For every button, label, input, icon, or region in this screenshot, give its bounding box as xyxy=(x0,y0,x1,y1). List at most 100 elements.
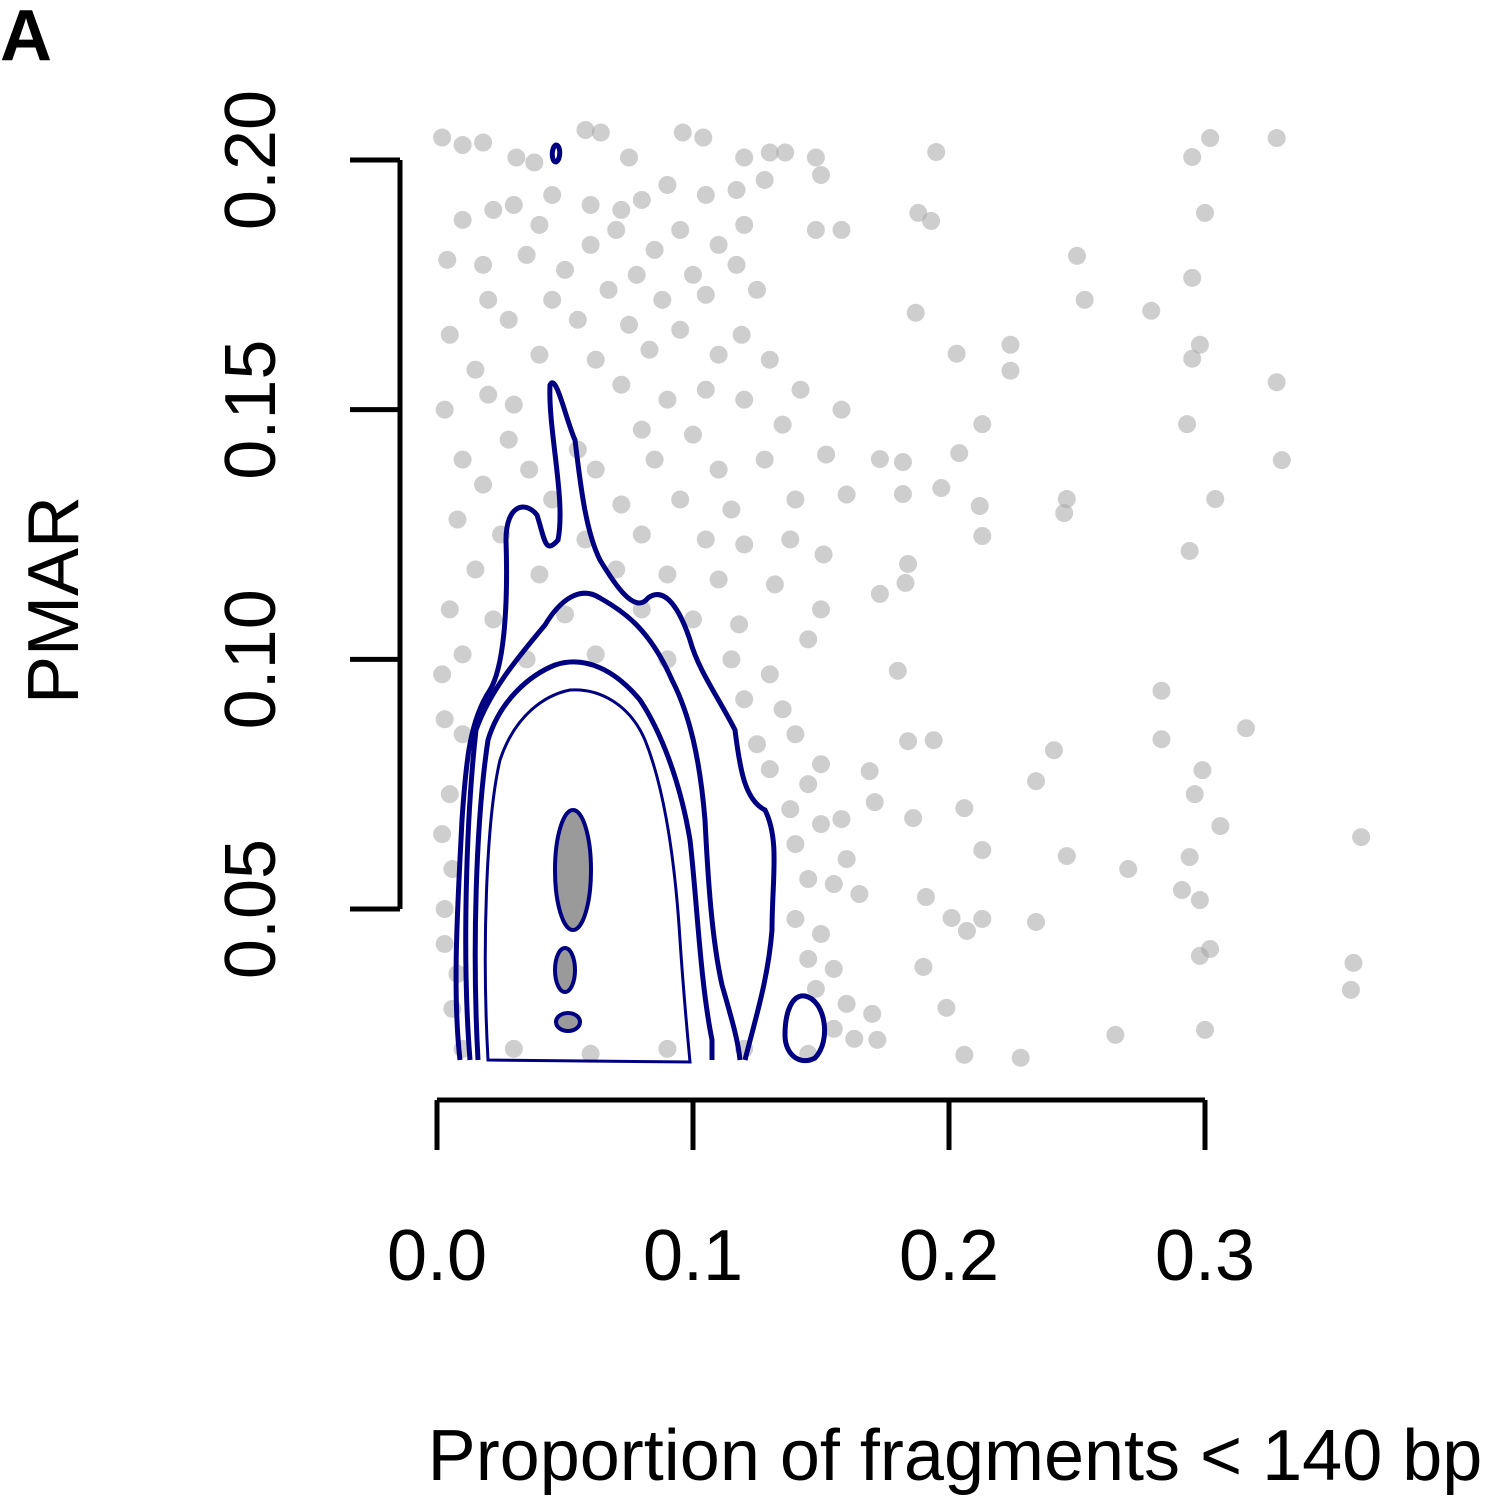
point xyxy=(645,240,664,259)
point xyxy=(435,400,454,419)
point xyxy=(1211,817,1230,836)
point xyxy=(543,185,562,204)
point xyxy=(1352,828,1371,847)
point xyxy=(586,645,605,664)
point xyxy=(684,265,702,284)
y-axis-label: PMAR xyxy=(14,496,94,704)
point xyxy=(727,180,746,199)
point xyxy=(556,605,574,624)
point xyxy=(760,143,779,162)
point xyxy=(870,584,889,603)
point xyxy=(832,810,851,829)
contour-line xyxy=(472,659,715,1061)
point xyxy=(786,909,805,928)
point xyxy=(504,395,523,414)
point xyxy=(735,148,754,167)
point xyxy=(440,600,459,619)
point xyxy=(684,610,702,629)
point xyxy=(1142,301,1161,320)
point xyxy=(530,215,549,234)
point xyxy=(735,690,754,709)
point xyxy=(748,280,766,299)
point xyxy=(543,290,562,309)
point xyxy=(1201,129,1220,148)
point xyxy=(658,175,677,194)
contour-line xyxy=(453,380,777,1061)
point xyxy=(1183,148,1202,167)
point xyxy=(817,445,836,464)
point xyxy=(893,453,912,472)
point xyxy=(453,450,472,469)
point xyxy=(781,800,800,819)
point xyxy=(1011,1048,1030,1067)
contour-line xyxy=(483,688,692,1064)
point xyxy=(904,809,923,828)
point xyxy=(556,260,574,279)
point xyxy=(1068,246,1086,265)
point xyxy=(504,1039,523,1058)
point xyxy=(860,762,879,781)
point xyxy=(709,570,728,589)
point xyxy=(868,1030,887,1049)
point xyxy=(806,148,825,167)
point xyxy=(1267,373,1286,392)
contour-line xyxy=(553,808,593,932)
point xyxy=(824,959,843,978)
point xyxy=(1027,772,1046,791)
point xyxy=(1236,719,1255,738)
point xyxy=(1190,335,1209,354)
point xyxy=(896,573,915,592)
point xyxy=(453,645,472,664)
point xyxy=(755,450,774,469)
point xyxy=(914,957,933,976)
point xyxy=(530,565,549,584)
point xyxy=(916,888,935,907)
point xyxy=(812,755,830,774)
point xyxy=(755,170,774,189)
point xyxy=(581,235,600,254)
point xyxy=(888,661,907,680)
point xyxy=(1044,741,1063,760)
point xyxy=(653,290,672,309)
point xyxy=(696,285,715,304)
point xyxy=(776,143,795,162)
point xyxy=(1180,848,1199,867)
point xyxy=(899,554,918,573)
point xyxy=(1001,361,1020,380)
point xyxy=(906,303,925,322)
point xyxy=(591,123,610,142)
point xyxy=(909,203,928,222)
point xyxy=(433,825,452,844)
point xyxy=(973,841,992,860)
point xyxy=(1001,335,1020,354)
point xyxy=(870,450,889,469)
point xyxy=(433,128,452,147)
point xyxy=(499,430,518,449)
point xyxy=(696,530,715,549)
point xyxy=(832,400,851,419)
point xyxy=(568,310,587,329)
point xyxy=(786,835,805,854)
point xyxy=(732,325,751,344)
point xyxy=(922,211,941,230)
point xyxy=(973,909,992,928)
point xyxy=(448,510,467,529)
point xyxy=(850,885,869,904)
point xyxy=(484,610,503,629)
contour-line xyxy=(463,590,743,1061)
point xyxy=(955,799,974,818)
points xyxy=(433,121,1371,1067)
point xyxy=(474,475,493,494)
point xyxy=(1206,490,1225,509)
point xyxy=(1178,415,1197,434)
point xyxy=(453,210,472,229)
point xyxy=(937,998,956,1017)
x-tick-label: 0.3 xyxy=(1155,1216,1255,1296)
point xyxy=(479,290,498,309)
point xyxy=(806,979,825,998)
contour-line xyxy=(553,946,577,994)
point xyxy=(1172,881,1191,900)
point xyxy=(735,390,754,409)
y-tick-label: 0.05 xyxy=(211,839,291,979)
point xyxy=(520,460,539,479)
